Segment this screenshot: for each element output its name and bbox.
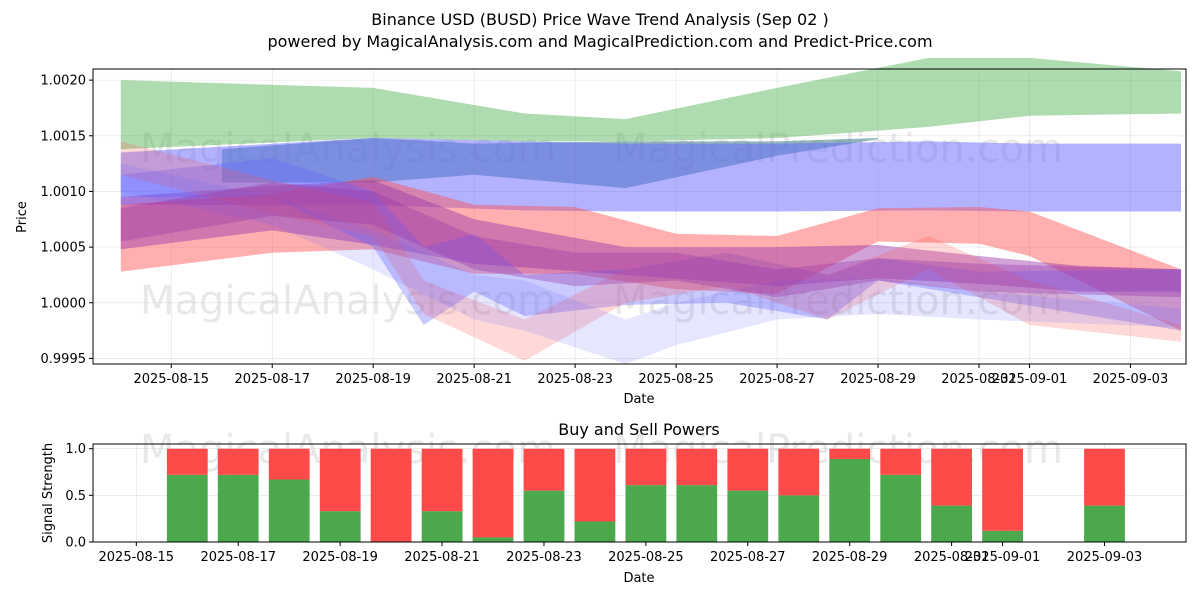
bottom-x-tick-label: 2025-08-15 xyxy=(99,550,175,565)
top-y-tick-label: 1.0020 xyxy=(41,74,87,89)
sell-bar xyxy=(982,448,1023,531)
top-y-tick-label: 1.0015 xyxy=(41,129,87,144)
top-y-tick-label: 1.0005 xyxy=(41,241,87,256)
buy-bar xyxy=(268,479,310,542)
buy-bar xyxy=(880,474,922,542)
top-x-tick-label: 2025-08-23 xyxy=(537,372,613,387)
sell-bar xyxy=(625,448,667,486)
sell-bar xyxy=(523,448,565,491)
top-axes: 2025-08-15 2025-08-17 2025-08-19 2025-08-21… xyxy=(41,74,1169,387)
bottom-y-tick-label: 0.0 xyxy=(65,536,86,551)
sell-bar xyxy=(676,448,718,486)
top-x-tick-label: 2025-08-27 xyxy=(739,372,815,387)
buy-bar xyxy=(166,474,208,542)
top-y-axis-label: Price xyxy=(15,201,30,233)
bottom-x-tick-label: 2025-08-27 xyxy=(710,550,786,565)
top-x-tick-label: 2025-08-29 xyxy=(840,372,916,387)
sell-bar xyxy=(217,448,259,475)
purple-band-1 xyxy=(120,180,1181,292)
sell-bar xyxy=(931,448,972,506)
sell-bar xyxy=(880,448,922,475)
buy-bar xyxy=(676,485,718,542)
green-band xyxy=(120,57,1181,150)
sell-bar xyxy=(268,448,310,480)
chart-subtitle: powered by MagicalAnalysis.com and Magic… xyxy=(267,32,933,51)
bottom-x-tick-label: 2025-08-31 xyxy=(914,550,990,565)
top-x-tick-label: 2025-08-31 xyxy=(941,372,1017,387)
top-x-tick-label: 2025-08-15 xyxy=(133,372,209,387)
bottom-y-axis-label: Signal Strength xyxy=(41,443,56,543)
buy-bar xyxy=(1084,505,1125,542)
top-x-tick-label: 2025-09-01 xyxy=(992,372,1068,387)
sell-bar xyxy=(370,448,412,542)
buy-bar xyxy=(829,458,871,542)
bottom-x-tick-label: 2025-08-19 xyxy=(302,550,378,565)
buy-bar xyxy=(727,490,769,542)
buy-bar xyxy=(574,521,616,542)
blue-band xyxy=(120,138,1181,212)
top-x-tick-label: 2025-08-21 xyxy=(436,372,512,387)
top-x-axis-label: Date xyxy=(623,392,654,407)
buy-bar xyxy=(472,537,514,542)
watermark-prediction-mid: MagicalPrediction.com xyxy=(613,278,1063,324)
bottom-axes: 2025-08-15 2025-08-17 2025-08-19 2025-08-21… xyxy=(65,442,1142,565)
sell-bar xyxy=(727,448,769,491)
sell-bar xyxy=(778,448,820,496)
bottom-chart-title: Buy and Sell Powers xyxy=(558,420,720,439)
buy-bar xyxy=(319,511,361,542)
buy-bar xyxy=(778,495,820,542)
bottom-x-tick-label: 2025-08-25 xyxy=(608,550,684,565)
bottom-x-tick-label: 2025-08-21 xyxy=(404,550,480,565)
bottom-y-tick-label: 0.5 xyxy=(65,489,86,504)
watermark-analysis-mid: MagicalAnalysis.com xyxy=(140,278,556,324)
buy-bar xyxy=(217,474,259,542)
sell-bar xyxy=(472,448,514,538)
bottom-x-tick-label: 2025-08-17 xyxy=(200,550,276,565)
buy-bar xyxy=(982,530,1023,542)
bottom-x-tick-label: 2025-09-01 xyxy=(965,550,1041,565)
chart-title: Binance USD (BUSD) Price Wave Trend Anal… xyxy=(371,10,829,29)
lavender-band-1 xyxy=(120,163,1181,364)
bottom-plot-frame xyxy=(92,443,1187,543)
top-y-tick-label: 0.9995 xyxy=(41,352,87,367)
sell-bar xyxy=(319,448,361,512)
top-y-tick-label: 1.0010 xyxy=(41,185,87,200)
top-x-tick-label: 2025-08-17 xyxy=(234,372,310,387)
top-x-tick-label: 2025-08-25 xyxy=(638,372,714,387)
sell-bar xyxy=(829,448,871,459)
bottom-x-tick-label: 2025-09-03 xyxy=(1067,550,1143,565)
sell-bar xyxy=(1084,448,1125,506)
bottom-x-tick-label: 2025-08-23 xyxy=(506,550,582,565)
top-x-tick-label: 2025-09-03 xyxy=(1093,372,1169,387)
price-bands xyxy=(120,57,1181,364)
signal-bars xyxy=(166,448,1125,542)
buy-bar xyxy=(421,511,463,542)
top-plot-frame xyxy=(92,68,1187,365)
sell-bar xyxy=(166,448,208,475)
bottom-x-tick-label: 2025-08-29 xyxy=(812,550,888,565)
sell-bar xyxy=(421,448,463,512)
bottom-x-axis-label: Date xyxy=(623,571,654,586)
bottom-y-tick-label: 1.0 xyxy=(65,442,86,457)
buy-bar xyxy=(523,490,565,542)
purple-band-2 xyxy=(120,182,1181,298)
blue-band-2 xyxy=(120,158,1181,331)
red-band-1 xyxy=(120,177,1181,331)
top-y-tick-label: 1.0000 xyxy=(41,296,87,311)
sell-bar xyxy=(574,448,616,522)
top-x-tick-label: 2025-08-19 xyxy=(335,372,411,387)
buy-bar xyxy=(625,485,667,542)
buy-bar xyxy=(931,505,972,542)
